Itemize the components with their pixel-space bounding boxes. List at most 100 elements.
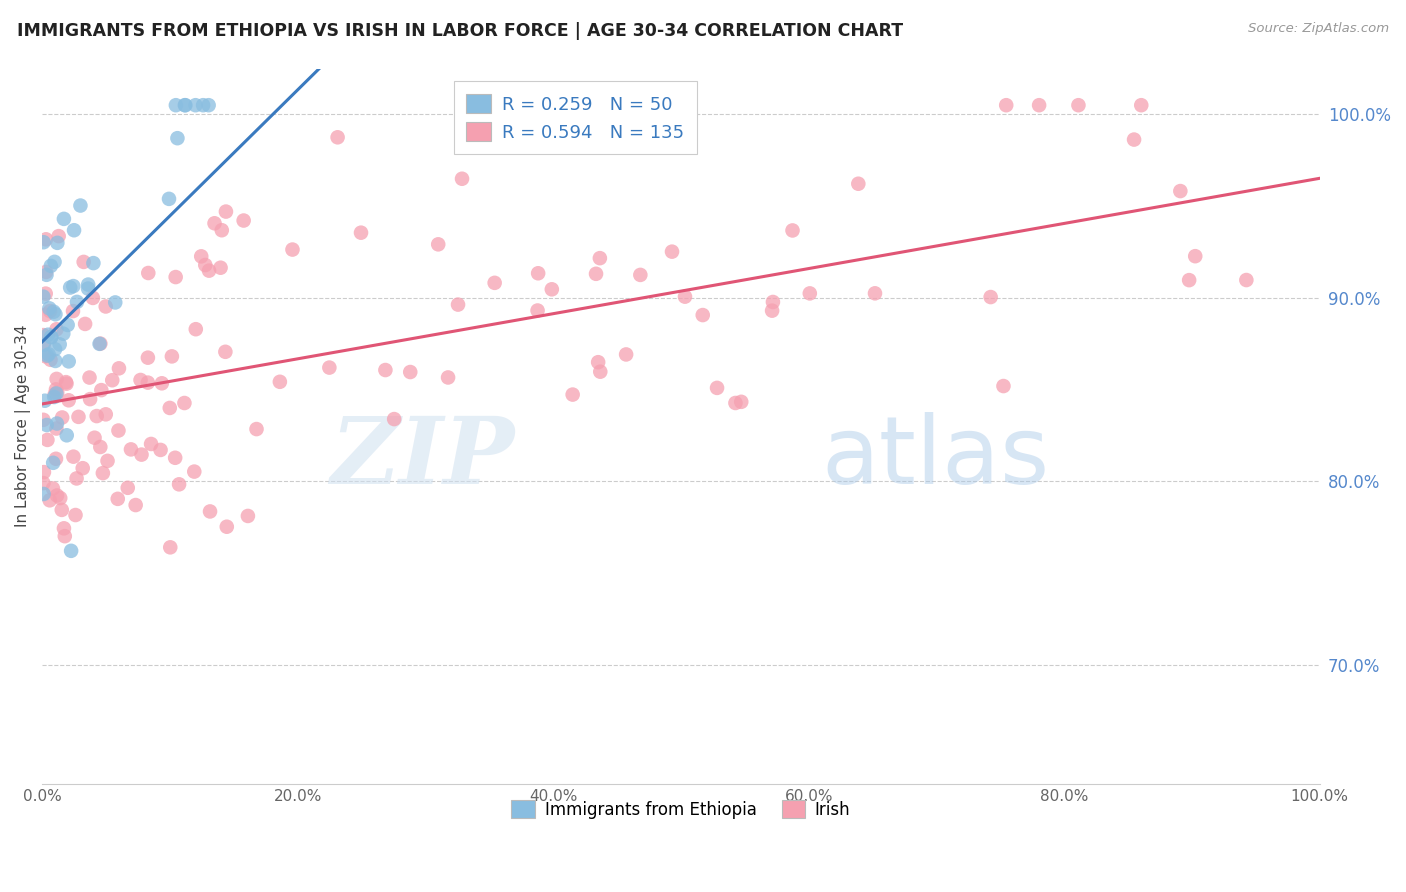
- Point: [724, 396, 747, 410]
- Point: [32, 465, 55, 479]
- Point: [204, 216, 226, 230]
- Point: [1170, 184, 1192, 198]
- Point: [73, 255, 96, 269]
- Point: [45, 383, 67, 397]
- Point: [382, 412, 405, 426]
- Point: [37, 433, 59, 447]
- Point: [52, 211, 75, 226]
- Point: [214, 344, 236, 359]
- Point: [661, 244, 683, 259]
- Point: [628, 268, 651, 282]
- Point: [67, 409, 90, 424]
- Point: [34, 393, 56, 408]
- Point: [44, 390, 66, 404]
- Point: [673, 290, 696, 304]
- Point: [157, 192, 180, 206]
- Point: [45, 322, 67, 336]
- Point: [215, 520, 238, 534]
- Point: [1067, 98, 1090, 112]
- Point: [51, 410, 73, 425]
- Point: [165, 98, 187, 112]
- Point: [55, 376, 77, 391]
- Point: [1184, 249, 1206, 263]
- Point: [35, 265, 58, 279]
- Point: [38, 493, 60, 508]
- Point: [799, 286, 821, 301]
- Point: [89, 336, 111, 351]
- Point: [66, 294, 89, 309]
- Point: [149, 442, 172, 457]
- Point: [326, 130, 349, 145]
- Point: [447, 297, 470, 311]
- Point: [980, 290, 1002, 304]
- Point: [44, 387, 66, 401]
- Point: [42, 304, 65, 318]
- Point: [35, 232, 58, 246]
- Point: [94, 407, 117, 421]
- Point: [1178, 273, 1201, 287]
- Point: [374, 363, 396, 377]
- Point: [211, 223, 233, 237]
- Point: [540, 282, 562, 296]
- Point: [62, 304, 84, 318]
- Text: ZIP: ZIP: [330, 413, 515, 503]
- Point: [104, 295, 127, 310]
- Point: [32, 337, 55, 351]
- Point: [1028, 98, 1050, 112]
- Point: [465, 98, 488, 112]
- Point: [63, 223, 86, 237]
- Point: [165, 450, 187, 465]
- Point: [166, 131, 188, 145]
- Point: [72, 461, 94, 475]
- Point: [35, 286, 58, 301]
- Point: [39, 352, 62, 367]
- Point: [46, 385, 69, 400]
- Point: [91, 466, 114, 480]
- Point: [60, 544, 83, 558]
- Point: [34, 349, 56, 363]
- Point: [761, 303, 783, 318]
- Point: [94, 300, 117, 314]
- Point: [65, 508, 87, 522]
- Point: [55, 428, 77, 442]
- Point: [427, 237, 450, 252]
- Point: [79, 370, 101, 384]
- Point: [108, 361, 131, 376]
- Point: [45, 372, 67, 386]
- Point: [281, 243, 304, 257]
- Point: [49, 491, 72, 505]
- Point: [38, 301, 60, 316]
- Point: [993, 379, 1015, 393]
- Point: [107, 491, 129, 506]
- Point: [117, 481, 139, 495]
- Point: [44, 255, 66, 269]
- Point: [32, 487, 55, 501]
- Point: [48, 229, 70, 244]
- Point: [45, 421, 67, 435]
- Point: [561, 387, 583, 401]
- Point: [89, 440, 111, 454]
- Y-axis label: In Labor Force | Age 30-34: In Labor Force | Age 30-34: [15, 325, 31, 527]
- Point: [232, 213, 254, 227]
- Point: [77, 277, 100, 292]
- Point: [96, 454, 118, 468]
- Text: atlas: atlas: [821, 412, 1050, 504]
- Point: [124, 498, 146, 512]
- Point: [183, 465, 205, 479]
- Point: [65, 471, 87, 485]
- Point: [39, 304, 62, 318]
- Point: [39, 259, 62, 273]
- Point: [350, 226, 373, 240]
- Point: [150, 376, 173, 391]
- Point: [692, 308, 714, 322]
- Point: [129, 373, 152, 387]
- Point: [399, 365, 422, 379]
- Point: [77, 282, 100, 296]
- Point: [165, 270, 187, 285]
- Point: [34, 308, 56, 322]
- Point: [39, 330, 62, 344]
- Point: [79, 392, 101, 406]
- Point: [191, 98, 214, 112]
- Point: [198, 263, 221, 277]
- Point: [198, 504, 221, 518]
